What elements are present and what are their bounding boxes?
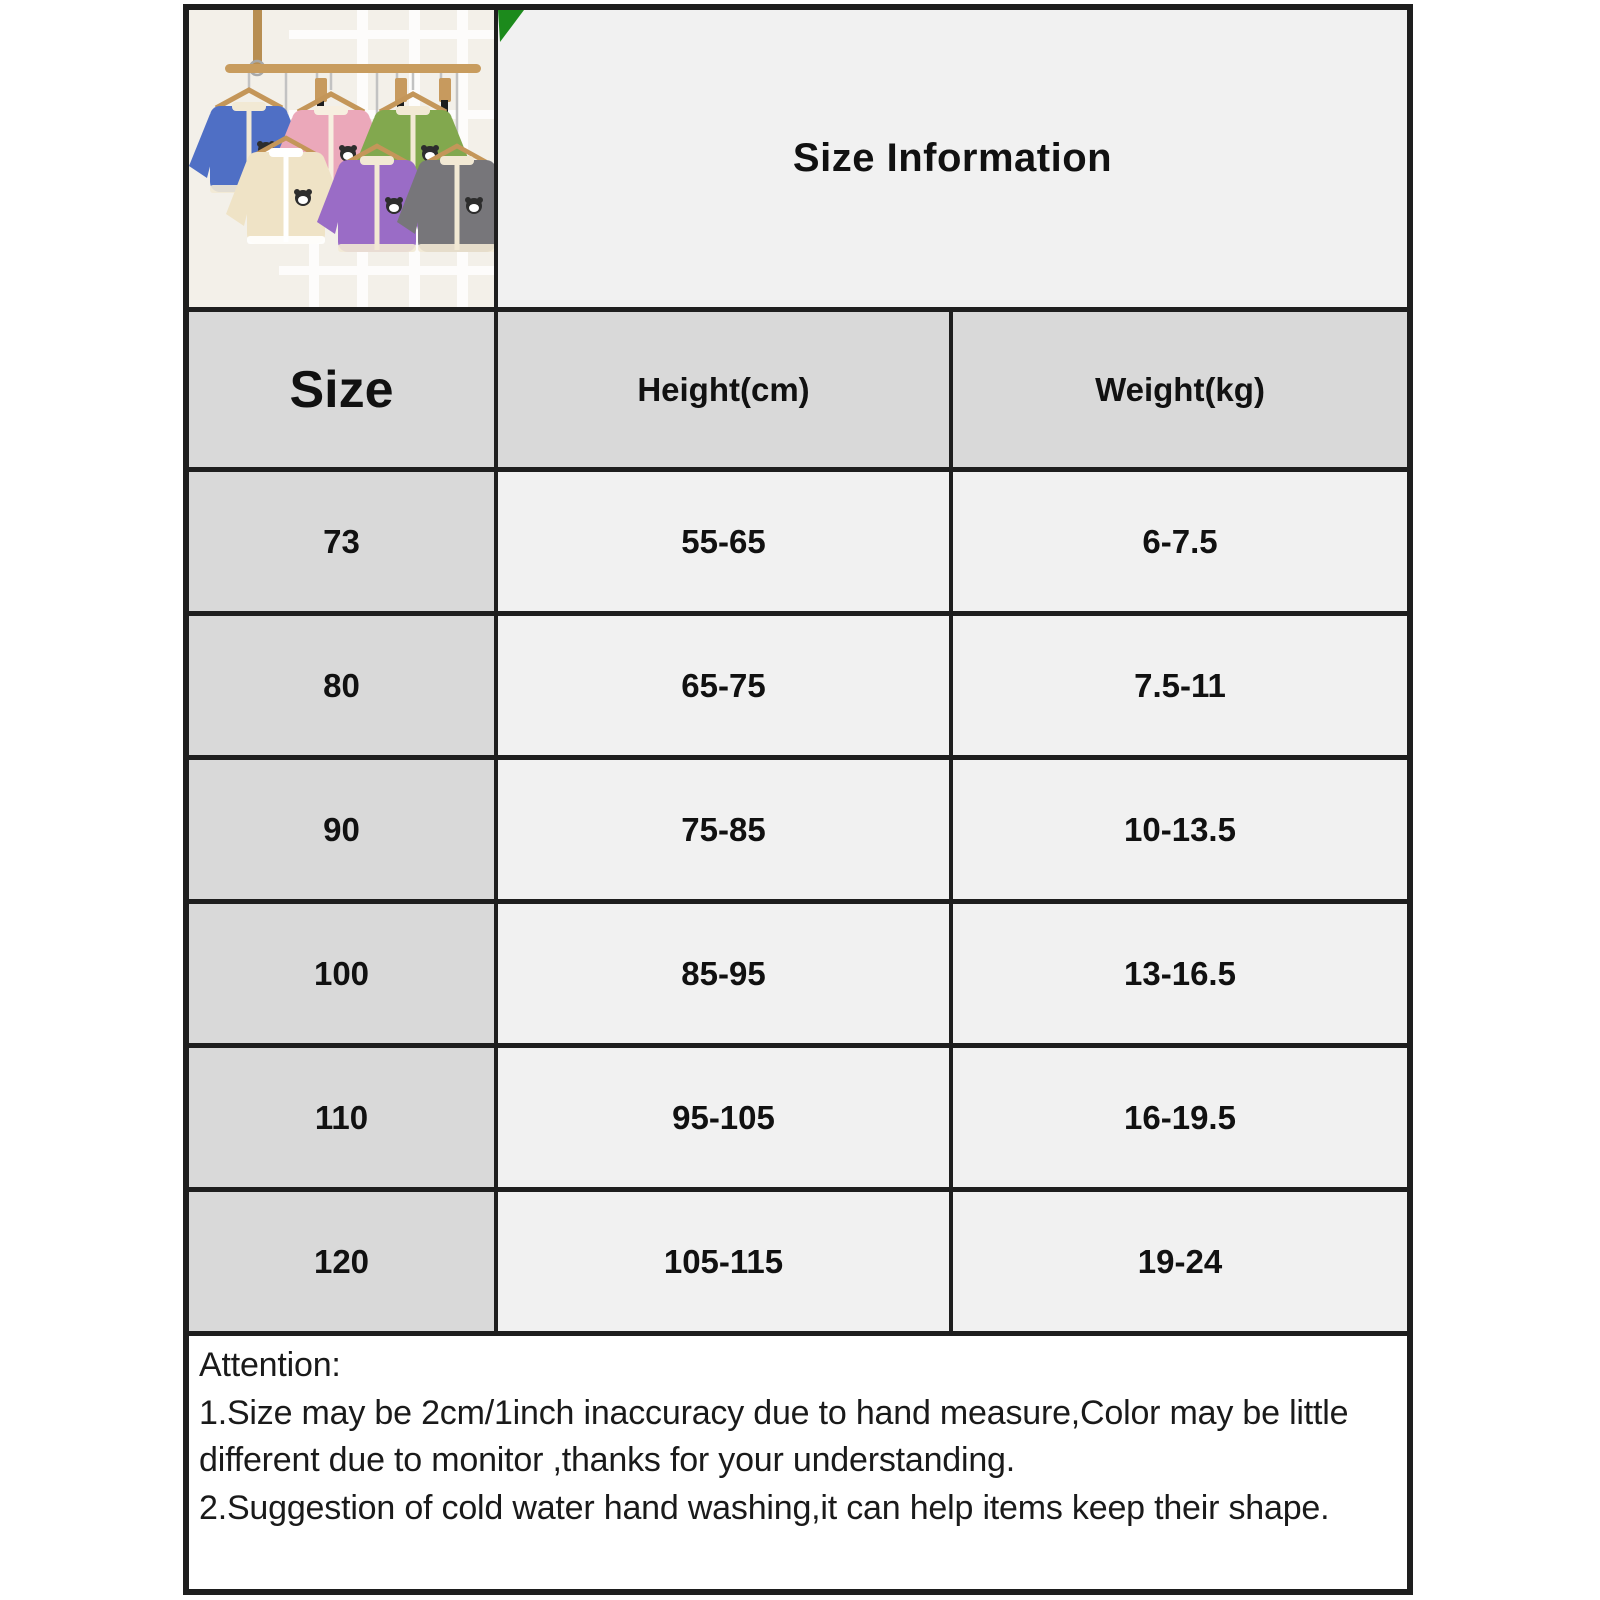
panda-patch: [385, 197, 403, 214]
product-photo: [189, 10, 494, 307]
height-cell: 105-115: [498, 1192, 949, 1331]
attention-section: Attention: 1.Size may be 2cm/1inch inacc…: [189, 1336, 1407, 1589]
cell-corner-marker-icon: [498, 10, 524, 42]
height-cell: 55-65: [498, 472, 949, 611]
height-cell: 65-75: [498, 616, 949, 755]
page-title: Size Information: [792, 136, 1113, 180]
column-header-height: Height(cm): [498, 312, 949, 467]
height-cell: 75-85: [498, 760, 949, 899]
size-chart-sheet: Size Information Size Height(cm) Weight(…: [183, 4, 1413, 1595]
panda-patch: [421, 145, 439, 162]
attention-title: Attention:: [199, 1346, 341, 1384]
size-cell: 90: [189, 760, 494, 899]
weight-cell: 19-24: [953, 1192, 1407, 1331]
attention-note-2: 2.Suggestion of cold water hand washing,…: [199, 1488, 1330, 1527]
column-header-weight: Weight(kg): [953, 312, 1407, 467]
weight-cell: 6-7.5: [953, 472, 1407, 611]
size-information-header: Size Information: [498, 10, 1407, 307]
wood-hangers: [214, 87, 448, 115]
wood-rod: [225, 64, 481, 73]
product-photo-illustration: [189, 10, 494, 307]
weight-cell: 16-19.5: [953, 1048, 1407, 1187]
weight-cell: 13-16.5: [953, 904, 1407, 1043]
wood-hangers-front: [255, 135, 488, 164]
size-cell: 80: [189, 616, 494, 755]
weight-cell: 10-13.5: [953, 760, 1407, 899]
column-header-size: Size: [189, 312, 494, 467]
height-cell: 95-105: [498, 1048, 949, 1187]
size-cell: 110: [189, 1048, 494, 1187]
attention-note-1: 1.Size may be 2cm/1inch inaccuracy due t…: [199, 1393, 1349, 1480]
panda-patch: [294, 189, 312, 206]
cardigan-gray: [397, 156, 494, 252]
size-cell: 120: [189, 1192, 494, 1331]
size-cell: 73: [189, 472, 494, 611]
height-cell: 85-95: [498, 904, 949, 1043]
weight-cell: 7.5-11: [953, 616, 1407, 755]
panda-patch: [465, 197, 483, 214]
size-cell: 100: [189, 904, 494, 1043]
